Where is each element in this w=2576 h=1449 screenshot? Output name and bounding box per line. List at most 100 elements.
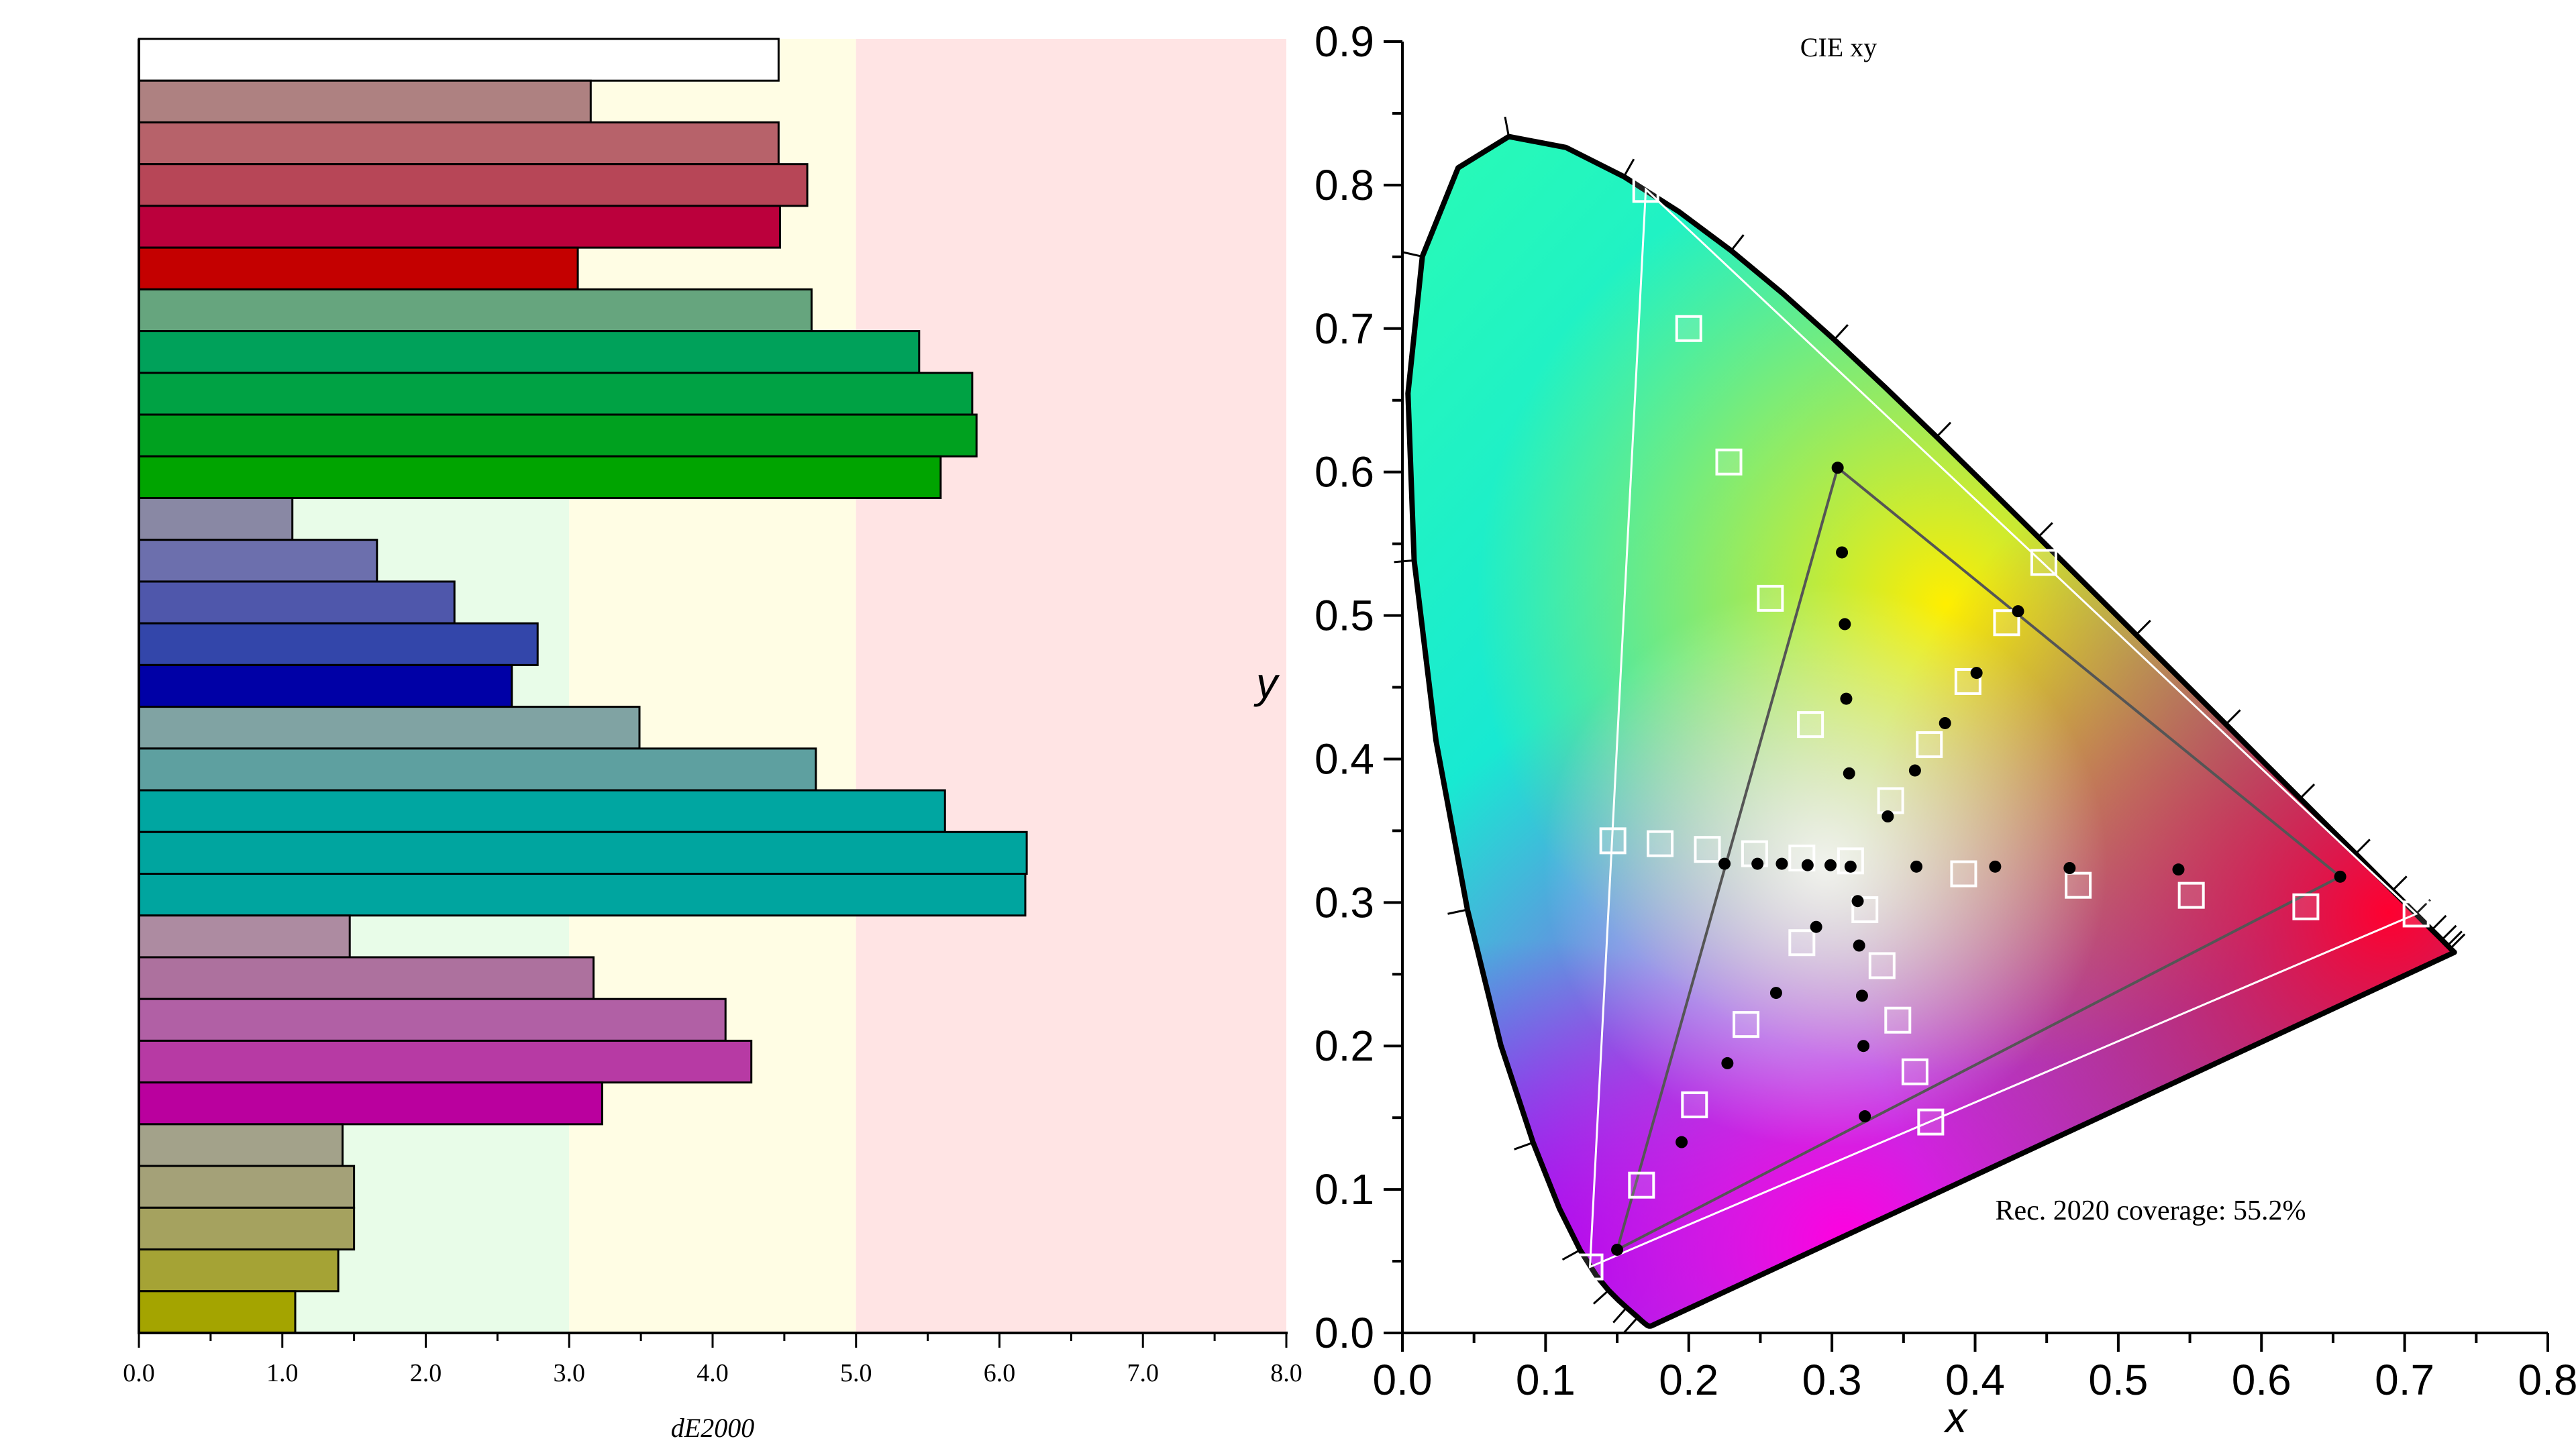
measured-dot-28 [1769,987,1782,1000]
bar-x-ticks: 0.0 1.0 2.0 3.0 4.0 5.0 6.0 7.0 8.0 [123,1333,1302,1387]
wavelength-tick-44 [2299,783,2316,800]
measured-dot-16 [1844,860,1857,873]
bar-24 [138,998,727,1042]
bar-23 [138,956,595,1000]
bar-11 [138,455,942,499]
wavelength-tick-22 [1447,908,1468,915]
target-square-26 [1917,1108,1945,1136]
target-square-18 [2065,871,2092,899]
cie-y-tick-label-2: 0.2 [1315,1022,1374,1070]
cie-ticks: 0.0 0.1 0.2 0.3 0.4 0.5 0.6 0.7 0.8 0.0 0.1 0.2 0.3 0… [1315,17,2576,1404]
measured-dot-15 [1824,859,1837,871]
measured-dot-27 [1810,920,1822,933]
de2000-bar-chart: 0.0 1.0 2.0 3.0 4.0 5.0 6.0 7.0 8.0 dE2000 [123,38,1302,1443]
cie-x-tick-label-7: 0.7 [2375,1356,2434,1404]
cie-y-tick-label-3: 0.3 [1315,878,1374,926]
bar-29 [138,1206,356,1251]
wavelength-tick-26 [1402,251,1423,258]
wavelength-tick-14 [1612,1307,1628,1324]
measured-dot-8 [1939,716,1951,729]
wavelength-tick-32 [1730,234,1745,252]
bar-15 [138,622,539,666]
measured-dot-13 [1775,857,1788,870]
measured-dot-4 [1840,692,1853,705]
wavelength-tick-38 [2037,522,2053,538]
cie-y-axis-label: y [1253,659,1280,707]
bar-27 [138,1123,344,1167]
target-square-6 [2030,549,2057,576]
wavelength-tick-34 [1833,324,1849,341]
target-square-10 [1877,787,1904,814]
wavelength-tick-16 [1592,1289,1610,1305]
measured-dot-21 [2334,870,2347,883]
measured-points [1611,462,2347,1256]
bar-7 [138,288,813,333]
target-square-17 [1950,860,1977,888]
cie-x-tick-label-1: 0.1 [1516,1356,1576,1404]
measured-dot-14 [1801,859,1814,871]
wavelength-ticks [1394,116,2466,1334]
measured-dot-31 [1611,1243,1624,1256]
measured-dot-3 [1839,618,1851,631]
bar-x-axis-label: dE2000 [671,1413,754,1443]
bar-tick-label-4: 4.0 [697,1359,729,1387]
cie-x-tick-label-6: 0.6 [2232,1356,2291,1404]
target-square-20 [2292,893,2320,920]
bar-tick-label-0: 0.0 [123,1359,155,1387]
bar-28 [138,1165,356,1209]
wavelength-tick-24 [1394,559,1414,564]
target-square-27 [1788,929,1816,957]
measured-dot-19 [2063,862,2076,874]
measured-dot-23 [1853,939,1865,952]
target-square-13 [1694,836,1721,863]
target-square-4 [1757,584,1784,612]
measured-dot-30 [1676,1136,1688,1148]
cie-x-tick-label-4: 0.4 [1945,1356,2005,1404]
wavelength-tick-56 [2446,930,2463,947]
bar-26 [138,1081,603,1126]
wavelength-tick-52 [2431,914,2447,931]
measured-dot-24 [1855,989,1868,1002]
bar-6 [138,246,579,290]
cie-x-tick-label-0: 0.0 [1373,1356,1433,1404]
bar-1 [138,38,780,82]
cie-y-tick-label-4: 0.4 [1315,735,1374,783]
wavelength-tick-18 [1561,1249,1581,1261]
target-square-8 [1954,667,1981,695]
bar-9 [138,372,974,416]
bar-31 [138,1290,297,1334]
bar-3 [138,121,780,166]
cie-y-tick-label-6: 0.6 [1315,448,1374,496]
target-square-1 [1632,176,1659,203]
bar-20 [138,830,1028,875]
wavelength-tick-36 [1936,421,1952,438]
bar-14 [138,580,456,625]
target-square-30 [1628,1171,1655,1199]
target-points [1576,176,2430,1281]
cie-y-tick-label-1: 0.1 [1315,1165,1374,1214]
measured-dot-22 [1851,895,1864,908]
target-square-5 [1797,711,1824,739]
bar-2 [138,79,592,123]
chromaticity-fill [1408,136,2455,1326]
measured-dot-29 [1721,1057,1734,1069]
target-square-9 [1916,731,1943,759]
bar-18 [138,747,817,792]
bar-8 [138,330,921,374]
cie-x-tick-label-3: 0.3 [1802,1356,1862,1404]
wavelength-tick-42 [2225,709,2241,725]
bar-tick-label-2: 2.0 [410,1359,442,1387]
bar-19 [138,789,946,833]
measured-dot-17 [1910,860,1923,873]
measured-dot-7 [1970,667,1983,680]
target-square-2 [1675,315,1702,342]
bar-30 [138,1248,340,1293]
bar-13 [138,539,378,583]
tolerance-band-1 [569,39,856,1333]
bar-tick-label-5: 5.0 [840,1359,872,1387]
target-square-12 [1647,830,1674,857]
target-square-25 [1901,1058,1928,1085]
measured-dot-2 [1836,546,1849,559]
target-square-28 [1733,1011,1760,1038]
cie-x-tick-label-8: 0.8 [2518,1356,2576,1404]
